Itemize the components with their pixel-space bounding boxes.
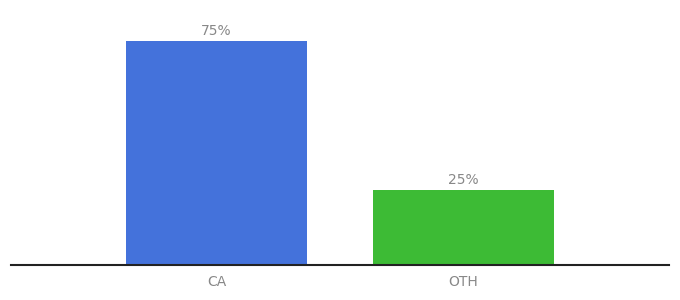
Bar: [373, 190, 554, 265]
Text: 75%: 75%: [201, 24, 232, 38]
Bar: [126, 41, 307, 265]
Text: 25%: 25%: [448, 173, 479, 188]
